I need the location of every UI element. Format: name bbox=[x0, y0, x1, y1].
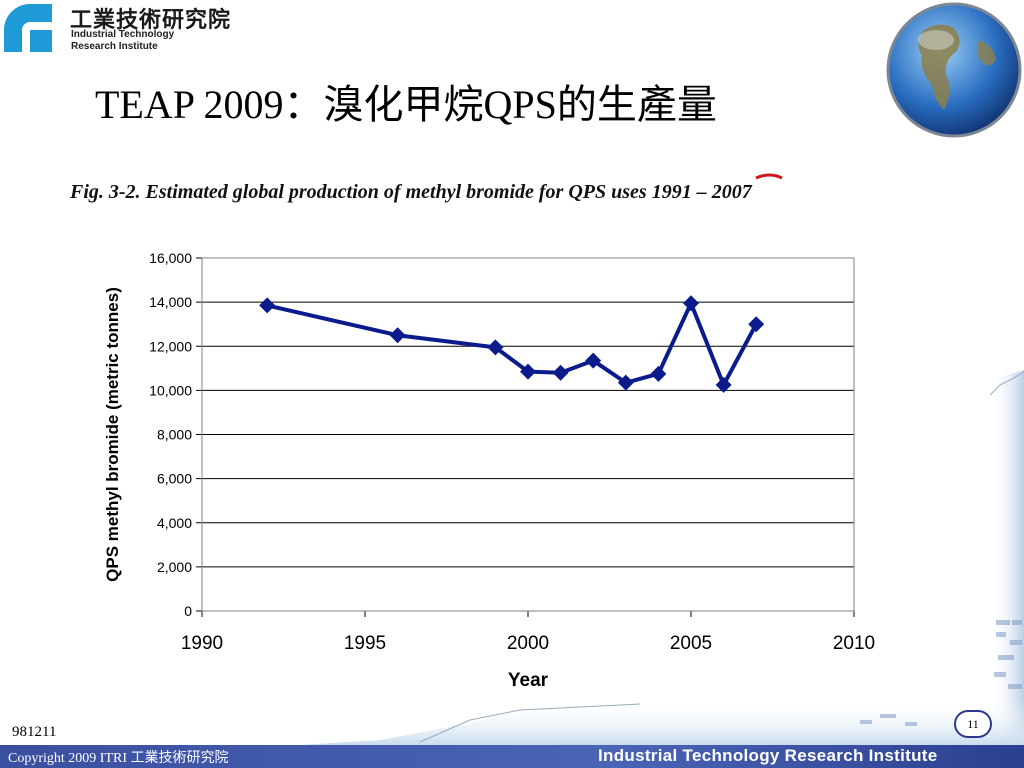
copyright-text: Copyright 2009 ITRI 工業技術研究院 bbox=[8, 751, 229, 766]
data-point-marker bbox=[259, 297, 276, 314]
logo-chinese-name: 工業技術研究院 bbox=[70, 8, 232, 33]
series-line bbox=[266, 301, 758, 387]
data-point-marker bbox=[748, 316, 765, 333]
y-tick-label: 14,000 bbox=[149, 294, 192, 310]
y-tick-label: 16,000 bbox=[149, 250, 192, 266]
itri-logo: 工業技術研究院 Industrial Technology Research I… bbox=[0, 0, 240, 56]
data-point-marker bbox=[683, 295, 699, 312]
x-tick-label: 1990 bbox=[181, 633, 223, 654]
data-point-marker bbox=[585, 352, 602, 369]
data-point-marker bbox=[617, 374, 634, 391]
data-point-marker bbox=[389, 327, 406, 344]
y-tick-label: 4,000 bbox=[157, 515, 192, 531]
data-point-marker bbox=[552, 364, 569, 381]
logo-english-line1: Industrial Technology bbox=[71, 29, 175, 40]
slide-date: 981211 bbox=[12, 724, 57, 740]
y-tick-label: 6,000 bbox=[157, 471, 192, 487]
y-tick-label: 12,000 bbox=[149, 338, 192, 354]
data-point-marker bbox=[520, 363, 536, 380]
y-tick-label: 2,000 bbox=[157, 559, 192, 575]
x-axis-label: Year bbox=[508, 670, 549, 691]
footer-institute-name: Industrial Technology Research Institute bbox=[598, 746, 938, 765]
data-point-marker bbox=[650, 365, 667, 382]
y-tick-label: 0 bbox=[184, 603, 192, 619]
y-tick-label: 8,000 bbox=[157, 427, 192, 443]
data-point-marker bbox=[715, 376, 732, 393]
y-axis-ticks: 0 2,000 4,000 6,000 8,000 10,000 12,000 14,000 1… bbox=[149, 250, 202, 619]
y-tick-label: 10,000 bbox=[149, 382, 192, 398]
x-axis-ticks: 1990 1995 2000 2005 2010 bbox=[181, 611, 875, 654]
data-point-marker bbox=[487, 339, 504, 356]
logo-english-line2: Research Institute bbox=[71, 41, 158, 52]
figure-caption: Fig. 3-2. Estimated global production of… bbox=[70, 181, 752, 203]
x-tick-label: 2010 bbox=[833, 633, 875, 654]
page-number: 11 bbox=[954, 710, 992, 738]
line-chart: 0 2,000 4,000 6,000 8,000 10,000 12,000 14,000 1… bbox=[103, 250, 875, 691]
logo-english-name: Industrial Technology Research Institute bbox=[71, 29, 174, 53]
footer-band bbox=[0, 745, 1024, 768]
slide-title: TEAP 2009：溴化甲烷QPS的生產量 bbox=[95, 82, 717, 127]
x-tick-label: 2000 bbox=[507, 633, 549, 654]
series-markers bbox=[259, 295, 765, 393]
x-tick-label: 2005 bbox=[670, 633, 712, 654]
globe-icon bbox=[886, 2, 1022, 138]
itri-logo-mark bbox=[0, 0, 56, 56]
plot-frame bbox=[201, 257, 855, 612]
y-axis-label: QPS methyl bromide (metric tonnes) bbox=[103, 287, 122, 582]
x-tick-label: 1995 bbox=[344, 633, 386, 654]
